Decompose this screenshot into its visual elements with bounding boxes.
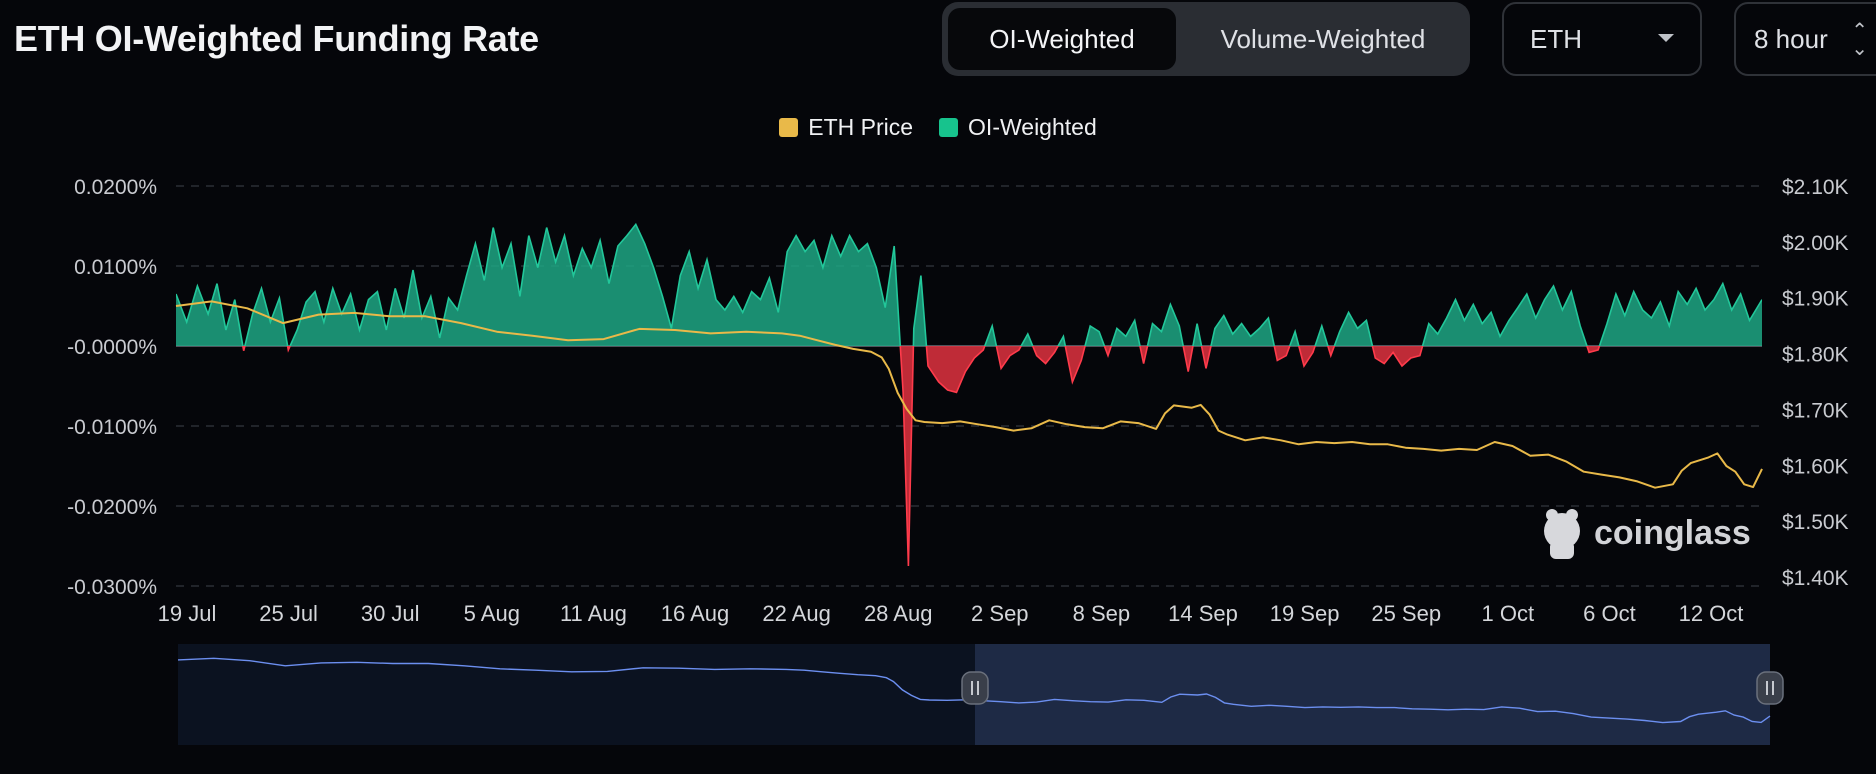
x-tick-label: 19 Jul: [158, 601, 217, 626]
right-tick-label: $1.40K: [1782, 567, 1849, 590]
left-tick-label: -0.0200%: [67, 496, 157, 519]
coinglass-logo-icon: [1544, 513, 1580, 549]
volume-weighted-tab[interactable]: Volume-Weighted: [1220, 23, 1426, 54]
legend-label-price: ETH Price: [808, 114, 914, 140]
x-tick-label: 6 Oct: [1583, 601, 1636, 626]
right-axis-ticks: $2.10K $2.00K $1.90K $1.80K $1.70K $1.60K $1.5…: [1782, 176, 1849, 590]
right-tick-label: $2.00K: [1782, 232, 1849, 255]
price-line-group: [175, 300, 1763, 489]
x-tick-label: 19 Sep: [1270, 601, 1340, 626]
x-tick-label: 11 Aug: [560, 601, 627, 626]
range-brush: [177, 644, 1784, 745]
right-tick-label: $2.10K: [1782, 176, 1849, 199]
interval-select-value: 8 hour: [1754, 23, 1828, 54]
left-tick-label: -0.0300%: [67, 576, 157, 599]
brush-price-line: [177, 657, 1771, 724]
left-axis-ticks: 0.0200% 0.0100% -0.0000% -0.0100% -0.0200% -0…: [67, 176, 157, 599]
stepper-icon: ⌃ ⌄: [1851, 20, 1868, 60]
negative-funding-line: [242, 346, 1601, 567]
x-tick-label: 14 Sep: [1168, 601, 1238, 626]
right-tick-label: $1.80K: [1782, 344, 1849, 367]
watermark-text: coinglass: [1594, 514, 1751, 552]
symbol-select-value: ETH: [1530, 23, 1582, 54]
legend-item-oi[interactable]: OI-Weighted: [939, 114, 1097, 141]
x-tick-label: 1 Oct: [1482, 601, 1535, 626]
positive-funding-area: [176, 224, 1762, 346]
x-tick-label: 5 Aug: [464, 601, 520, 626]
legend-swatch-oi: [939, 118, 959, 137]
x-axis-ticks: 19 Jul 25 Jul 30 Jul 5 Aug 11 Aug 16 Aug 22 Au…: [158, 601, 1744, 626]
left-tick-label: -0.0100%: [67, 416, 157, 439]
oi-weighted-tab[interactable]: OI-Weighted: [948, 8, 1176, 70]
x-tick-label: 2 Sep: [971, 601, 1029, 626]
brush-selection[interactable]: [975, 644, 1770, 745]
chart-legend: ETH Price OI-Weighted: [0, 114, 1876, 141]
x-tick-label: 25 Jul: [259, 601, 318, 626]
x-tick-label: 22 Aug: [762, 601, 831, 626]
left-tick-label: 0.0100%: [74, 256, 157, 279]
legend-label-oi: OI-Weighted: [968, 114, 1097, 140]
page-title: ETH OI-Weighted Funding Rate: [14, 18, 539, 59]
interval-select[interactable]: 8 hour ⌃ ⌄: [1734, 2, 1876, 76]
grid-lines: [176, 185, 1762, 587]
right-tick-label: $1.60K: [1782, 455, 1849, 478]
brush-handle-right[interactable]: [1756, 671, 1784, 705]
eth-price-line: [175, 300, 1763, 489]
coinglass-watermark: coinglass: [1544, 509, 1751, 559]
symbol-select[interactable]: ETH: [1502, 2, 1702, 76]
x-tick-label: 25 Sep: [1371, 601, 1441, 626]
positive-funding-line: [176, 222, 1762, 346]
x-tick-label: 30 Jul: [361, 601, 420, 626]
legend-swatch-price: [779, 118, 799, 137]
right-tick-label: $1.50K: [1782, 511, 1849, 534]
right-tick-label: $1.90K: [1782, 288, 1849, 311]
x-tick-label: 12 Oct: [1679, 601, 1744, 626]
right-tick-label: $1.70K: [1782, 399, 1849, 422]
chevron-down-icon: [1658, 34, 1674, 42]
weighting-toggle: OI-Weighted Volume-Weighted: [942, 2, 1470, 76]
left-tick-label: -0.0000%: [67, 336, 157, 359]
brush-handle-left[interactable]: [961, 671, 989, 705]
legend-item-price[interactable]: ETH Price: [779, 114, 913, 141]
left-tick-label: 0.0200%: [74, 176, 157, 199]
funding-areas: [176, 222, 1762, 567]
x-tick-label: 8 Sep: [1073, 601, 1131, 626]
x-tick-label: 16 Aug: [661, 601, 730, 626]
x-tick-label: 28 Aug: [864, 601, 933, 626]
